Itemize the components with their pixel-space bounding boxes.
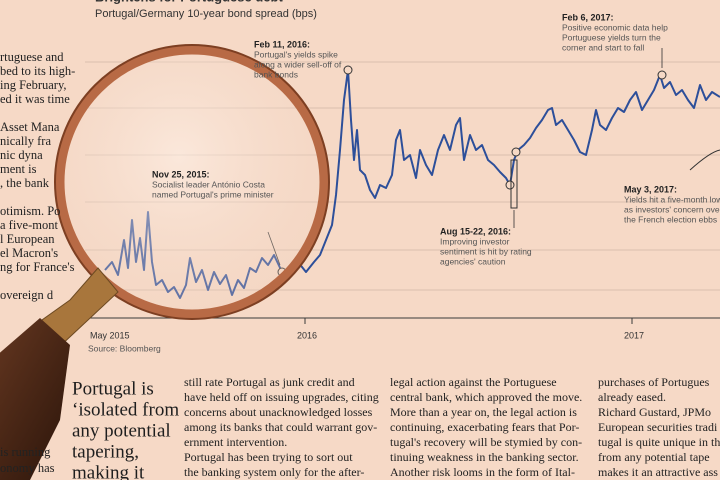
body-text: a five-mont xyxy=(0,218,58,232)
lens-rim-edge xyxy=(54,44,330,320)
annotation-text: named Portugal's prime minister xyxy=(152,189,274,199)
body-text: European securities tradi xyxy=(598,420,718,434)
x-axis-label: 2016 xyxy=(297,330,317,340)
body-text: Another risk looms in the form of Ital- xyxy=(390,465,575,479)
pull-quote: tapering, xyxy=(72,441,139,462)
body-text: , the bank xyxy=(0,176,50,190)
body-text: still rate Portugal as junk credit and xyxy=(184,375,355,389)
annotation-date: May 3, 2017: xyxy=(624,184,677,194)
annotation-text: bank bonds xyxy=(254,69,298,79)
body-text: have held off on issuing upgrades, citin… xyxy=(184,390,379,404)
x-axis-label: 2017 xyxy=(624,330,644,340)
pull-quote: ‘isolated from xyxy=(72,399,179,420)
body-text: overeign d xyxy=(0,288,54,302)
body-text: among its banks that could warrant gov- xyxy=(184,420,377,434)
body-text: rtuguese and xyxy=(0,50,64,64)
body-text: ing February, xyxy=(0,78,67,92)
body-text: makes it an attractive ass xyxy=(598,465,718,479)
annotation-text: Positive economic data help xyxy=(562,22,668,32)
annotation-text: Socialist leader António Costa xyxy=(152,179,265,189)
body-text: l European xyxy=(0,232,55,246)
annotation-text: Yields hit a five-month low xyxy=(624,194,720,204)
body-text: More than a year on, the legal action is xyxy=(390,405,577,419)
body-text: concerns about unacknowledged losses xyxy=(184,405,373,419)
body-text: tinuing weakness in the banking sector. xyxy=(390,450,579,464)
x-ticks xyxy=(304,318,633,324)
body-text: ng for France's xyxy=(0,260,75,274)
pull-quote: any potential xyxy=(72,420,171,441)
body-text: nic dyna xyxy=(0,148,43,162)
annotation-date: Aug 15-22, 2016: xyxy=(440,226,511,236)
body-text: legal action against the Portuguese xyxy=(390,375,557,389)
pull-quote: Portugal is xyxy=(72,378,154,399)
lens-rim xyxy=(55,45,329,319)
annotation-date: Feb 11, 2016: xyxy=(254,39,310,49)
pull-quote: making it xyxy=(72,462,145,480)
body-text: onomy has xyxy=(0,461,55,475)
body-text: Asset Mana xyxy=(0,120,60,134)
chart-title: Brightens for Portuguese debt xyxy=(95,0,283,4)
body-text: ment is xyxy=(0,162,37,176)
source: Source: Bloomberg xyxy=(88,343,161,353)
annotation-text: Portuguese yields turn the xyxy=(562,32,661,42)
chart-subtitle: Portugal/Germany 10-year bond spread (bp… xyxy=(95,8,317,20)
body-text: Richard Gustard, JPMo xyxy=(598,405,711,419)
annotation-text: along a wider sell-off of xyxy=(254,59,342,69)
annotation-text: agencies' caution xyxy=(440,256,506,266)
body-text: central bank, which approved the move. xyxy=(390,390,582,404)
body-text: is running xyxy=(0,445,51,459)
body-text: already eased. xyxy=(598,390,666,404)
body-text: otimism. Po xyxy=(0,204,60,218)
annotation-text: Improving investor xyxy=(440,236,510,246)
handle xyxy=(0,318,70,480)
body-text: purchases of Portugues xyxy=(598,375,710,389)
lens xyxy=(64,54,320,310)
body-text: Portugal has been trying to sort out xyxy=(184,450,353,464)
annotation-text: as investors' concern over xyxy=(624,204,720,214)
body-text: tugal is quite unique in th xyxy=(598,435,720,449)
annotation-date: Nov 25, 2015: xyxy=(152,169,210,179)
body-text: ed it was time xyxy=(0,92,70,106)
leader-curve xyxy=(689,149,720,171)
body-text: continuing, exacerbating fears that Por- xyxy=(390,420,579,434)
body-text: tugal's recovery will be stymied by con- xyxy=(390,435,582,449)
body-text: bed to its high- xyxy=(0,64,75,78)
annotation-text: corner and start to fall xyxy=(562,42,644,52)
annotation-text: Portugal's yields spike xyxy=(254,49,338,59)
body-text: nically fra xyxy=(0,134,51,148)
x-axis-label: May 2015 xyxy=(90,330,130,340)
annotation-text: sentiment is hit by rating xyxy=(440,246,532,256)
body-text: the banking system only for the after- xyxy=(184,465,364,479)
body-text: ernment intervention. xyxy=(184,435,287,449)
body-text: from any potential tape xyxy=(598,450,710,464)
body-text: el Macron's xyxy=(0,246,58,260)
annotation-text: the French election ebbs xyxy=(624,214,717,224)
annotation-date: Feb 6, 2017: xyxy=(562,12,614,22)
